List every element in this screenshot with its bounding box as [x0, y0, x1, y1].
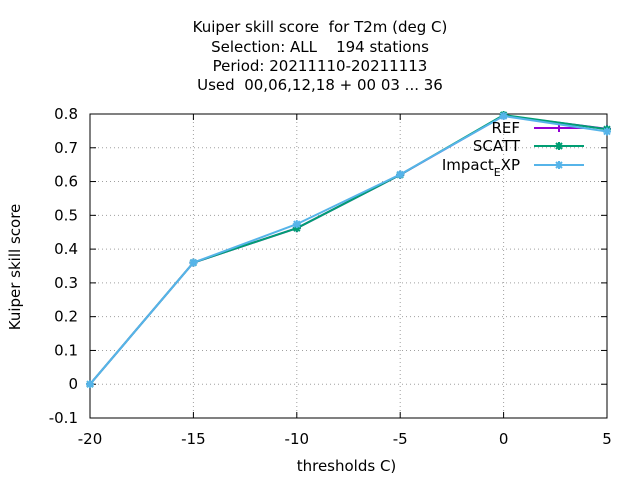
- data-point-impact-exp: [292, 220, 301, 229]
- y-tick-label: 0.3: [54, 274, 78, 292]
- y-tick-label: 0.5: [54, 206, 78, 224]
- x-tick-label: -20: [78, 430, 103, 448]
- title-line-4: Used 00,06,12,18 + 00 03 ... 36: [197, 76, 443, 94]
- series-line-ref: [89, 114, 608, 385]
- data-point-impact-exp: [189, 258, 198, 267]
- x-tick-label: -15: [181, 430, 206, 448]
- legend-marker-impact-exp: [555, 161, 563, 169]
- x-tick-label: -10: [285, 430, 310, 448]
- y-tick-label: 0.2: [54, 308, 78, 326]
- legend-label-ref: REF: [491, 119, 520, 137]
- plot-frame: [89, 113, 608, 419]
- y-tick-label: 0.4: [54, 240, 78, 258]
- data-point-impact-exp: [603, 127, 611, 136]
- x-tick-label: 5: [602, 430, 612, 448]
- y-tick-label: 0.7: [54, 139, 78, 157]
- y-tick-label: 0.6: [54, 173, 78, 191]
- title-line-2: Selection: ALL 194 stations: [211, 38, 429, 56]
- series-line-impact-exp: [89, 114, 608, 385]
- legend-marker-scatt: [555, 142, 563, 150]
- series-line-scatt: [89, 113, 608, 385]
- data-point-impact-exp: [499, 112, 508, 121]
- y-tick-label: 0.1: [54, 341, 78, 359]
- legend-label-impact: Impact: [441, 156, 494, 174]
- y-tick-label: 0.8: [54, 105, 78, 123]
- title-line-1: Kuiper skill score for T2m (deg C): [192, 18, 448, 36]
- legend-label-impact-subscript: E: [493, 166, 501, 179]
- data-point-impact-exp: [86, 380, 94, 389]
- x-tick-label: -5: [393, 430, 408, 448]
- y-tick-label: -0.1: [49, 409, 78, 427]
- x-tick-label: 0: [499, 430, 509, 448]
- title-line-3: Period: 20211110-20211113: [212, 57, 428, 75]
- legend-entry-impact-exp: ImpactEXP: [441, 156, 520, 179]
- legend-entry-scatt: SCATT: [473, 137, 520, 155]
- y-tick-label: 0: [68, 375, 78, 393]
- legend-label-impact-tail: XP: [500, 156, 520, 174]
- y-axis-label: Kuiper skill score: [6, 204, 24, 331]
- legend-entry-ref: REF: [491, 119, 520, 137]
- legend-label-scatt: SCATT: [472, 137, 520, 155]
- data-point-impact-exp: [396, 170, 405, 179]
- x-axis-label: thresholds C): [297, 457, 397, 475]
